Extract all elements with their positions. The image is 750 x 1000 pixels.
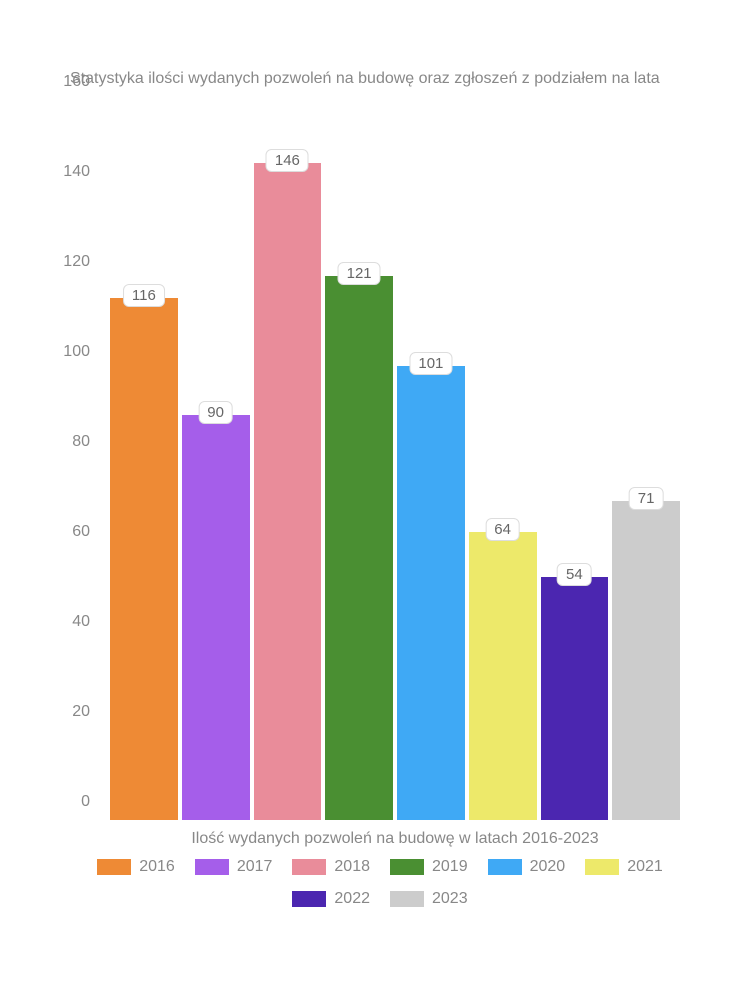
legend-swatch: [488, 859, 522, 875]
legend-item-2020: 2020: [488, 858, 566, 876]
legend: 2016 2017 2018 2019 2020 2021 2022 2023: [70, 858, 690, 908]
bar-label: 101: [409, 352, 452, 375]
legend-swatch: [390, 859, 424, 875]
bar-2016: 116: [110, 298, 178, 820]
bar-label: 64: [485, 518, 520, 541]
bar-2018: 146: [254, 163, 322, 820]
bar-label: 54: [557, 563, 592, 586]
legend-label: 2022: [334, 890, 370, 908]
y-tick: 100: [63, 343, 90, 361]
bar-label: 116: [123, 284, 165, 307]
plot-area: 11690146121101645471: [100, 100, 690, 820]
legend-item-2023: 2023: [390, 890, 468, 908]
bar-2019: 121: [325, 276, 393, 821]
y-axis: 020406080100120140160: [60, 100, 100, 820]
legend-item-2018: 2018: [292, 858, 370, 876]
chart-title: Statystyka ilości wydanych pozwoleń na b…: [70, 70, 660, 88]
bar-wrap: 64: [469, 532, 537, 820]
legend-label: 2020: [530, 858, 566, 876]
legend-swatch: [390, 891, 424, 907]
legend-item-2017: 2017: [195, 858, 273, 876]
bar-wrap: 54: [541, 577, 609, 820]
bar-2020: 101: [397, 366, 465, 821]
legend-label: 2019: [432, 858, 468, 876]
legend-item-2019: 2019: [390, 858, 468, 876]
bar-wrap: 146: [254, 163, 322, 820]
legend-item-2021: 2021: [585, 858, 663, 876]
y-tick: 140: [63, 163, 90, 181]
bar-wrap: 101: [397, 366, 465, 821]
legend-swatch: [195, 859, 229, 875]
legend-item-2022: 2022: [292, 890, 370, 908]
bar-label: 71: [629, 487, 664, 510]
bar-2021: 64: [469, 532, 537, 820]
y-tick: 80: [72, 433, 90, 451]
legend-label: 2021: [627, 858, 663, 876]
legend-item-2016: 2016: [97, 858, 175, 876]
legend-swatch: [292, 891, 326, 907]
legend-swatch: [97, 859, 131, 875]
y-tick: 60: [72, 523, 90, 541]
y-tick: 120: [63, 253, 90, 271]
chart-container: Statystyka ilości wydanych pozwoleń na b…: [0, 0, 750, 1000]
bar-label: 90: [198, 401, 233, 424]
legend-swatch: [292, 859, 326, 875]
y-tick: 0: [81, 793, 90, 811]
legend-label: 2023: [432, 890, 468, 908]
bar-label: 146: [266, 149, 309, 172]
y-tick: 160: [63, 73, 90, 91]
legend-swatch: [585, 859, 619, 875]
bar-wrap: 71: [612, 501, 680, 821]
y-tick: 20: [72, 703, 90, 721]
x-axis-label: Ilość wydanych pozwoleń na budowę w lata…: [100, 830, 690, 848]
legend-label: 2018: [334, 858, 370, 876]
bar-2017: 90: [182, 415, 250, 820]
bar-2023: 71: [612, 501, 680, 821]
bar-wrap: 116: [110, 298, 178, 820]
bar-wrap: 90: [182, 415, 250, 820]
bars-group: 11690146121101645471: [100, 100, 690, 820]
bar-label: 121: [338, 262, 381, 285]
legend-label: 2017: [237, 858, 273, 876]
bar-2022: 54: [541, 577, 609, 820]
legend-label: 2016: [139, 858, 175, 876]
y-tick: 40: [72, 613, 90, 631]
bar-wrap: 121: [325, 276, 393, 821]
